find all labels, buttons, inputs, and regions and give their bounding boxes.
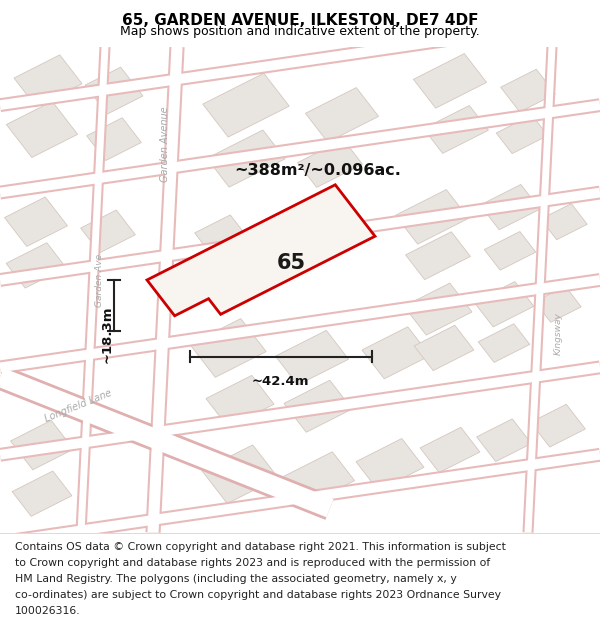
Polygon shape [305,88,379,142]
Polygon shape [284,380,352,432]
Polygon shape [86,118,142,161]
Text: Map shows position and indicative extent of the property.: Map shows position and indicative extent… [120,24,480,38]
Polygon shape [500,69,556,112]
Text: Longfield Lane: Longfield Lane [43,388,113,424]
Polygon shape [190,319,266,378]
Text: to Crown copyright and database rights 2023 and is reproduced with the permissio: to Crown copyright and database rights 2… [15,558,490,568]
Text: Garden Ave: Garden Ave [95,253,104,306]
Polygon shape [362,327,430,379]
Polygon shape [230,206,334,276]
Text: HM Land Registry. The polygons (including the associated geometry, namely x, y: HM Land Registry. The polygons (includin… [15,574,457,584]
Polygon shape [6,242,66,288]
Text: 65, GARDEN AVENUE, ILKESTON, DE7 4DF: 65, GARDEN AVENUE, ILKESTON, DE7 4DF [122,13,478,28]
Polygon shape [11,421,73,470]
Polygon shape [12,471,72,516]
Text: Garden Avenue: Garden Avenue [160,106,170,182]
Polygon shape [202,445,278,504]
Text: ~42.4m: ~42.4m [252,375,310,388]
Polygon shape [356,439,424,491]
Polygon shape [206,376,274,428]
Polygon shape [496,115,548,154]
Polygon shape [474,282,534,327]
Text: 100026316.: 100026316. [15,606,80,616]
Text: ~18.3m: ~18.3m [100,306,113,363]
Polygon shape [530,404,586,447]
Polygon shape [281,452,355,506]
Polygon shape [5,197,67,246]
Polygon shape [420,428,480,472]
Polygon shape [192,208,354,313]
Polygon shape [478,324,530,362]
Polygon shape [275,331,349,385]
Polygon shape [541,204,587,240]
Polygon shape [476,419,532,462]
Text: 65: 65 [277,253,305,273]
Text: Contains OS data © Crown copyright and database right 2021. This information is : Contains OS data © Crown copyright and d… [15,542,506,552]
Polygon shape [406,232,470,279]
Text: co-ordinates) are subject to Crown copyright and database rights 2023 Ordnance S: co-ordinates) are subject to Crown copyr… [15,590,501,600]
Polygon shape [147,185,375,316]
Polygon shape [535,286,581,322]
Polygon shape [395,189,469,244]
Polygon shape [80,210,136,252]
Polygon shape [484,231,536,270]
Polygon shape [14,55,82,107]
Polygon shape [413,54,487,108]
Text: Kingsway: Kingsway [554,312,563,355]
Polygon shape [7,101,77,158]
Text: ~388m²/~0.096ac.: ~388m²/~0.096ac. [234,163,401,178]
Polygon shape [480,184,540,230]
Polygon shape [414,326,474,371]
Polygon shape [404,283,472,335]
Polygon shape [194,215,250,258]
Polygon shape [85,67,143,114]
Polygon shape [207,130,285,187]
Polygon shape [424,106,488,153]
Polygon shape [298,139,362,188]
Polygon shape [203,73,289,137]
